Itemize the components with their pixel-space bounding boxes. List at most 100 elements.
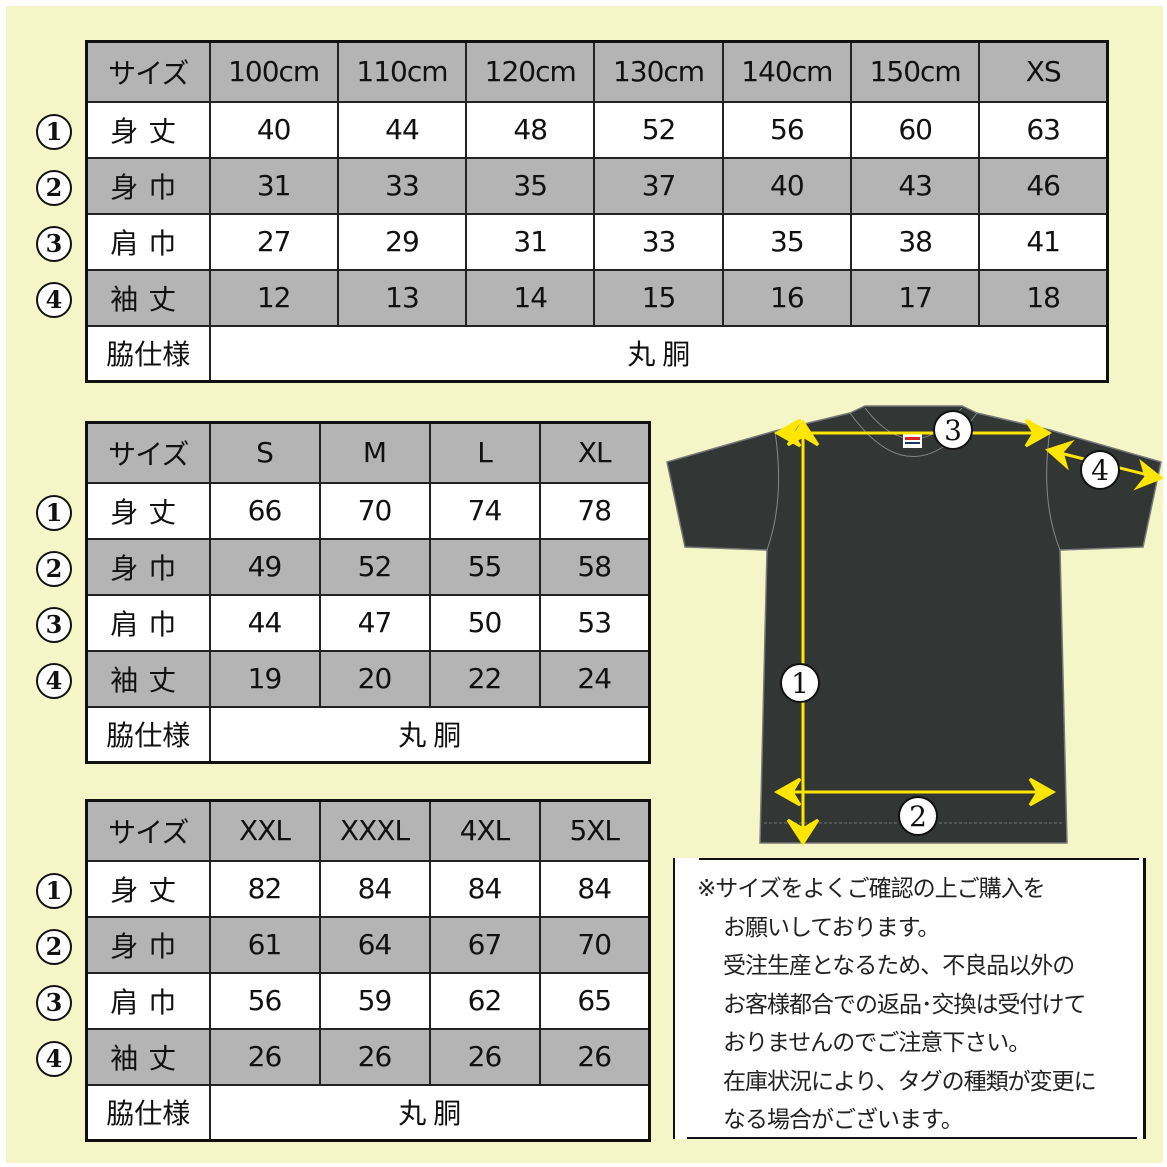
size-column-header: 120cm [465, 40, 596, 103]
measurement-value: 16 [721, 268, 852, 327]
marker-2: 2 [909, 800, 927, 833]
arrow-head-left [1045, 439, 1075, 471]
marker-3-circle [933, 410, 973, 450]
measurement-value: 35 [465, 156, 596, 215]
measurement-value: 62 [428, 971, 541, 1030]
row-number-marker: 3 [36, 985, 72, 1021]
row-number-marker: 1 [36, 873, 72, 909]
measurement-value: 41 [978, 212, 1109, 271]
table-row: 肩巾 27 29 31 33 35 38 41 [85, 212, 1109, 271]
measurement-value: 38 [849, 212, 981, 271]
table-row: 袖丈 12 13 14 15 16 17 18 [85, 268, 1109, 327]
measurement-value: 44 [208, 593, 321, 652]
side-spec-value: 丸 胴 [208, 324, 1109, 383]
measurement-value: 59 [318, 971, 431, 1030]
marker-4-circle [1080, 450, 1120, 490]
arrow-head-right [1133, 458, 1164, 491]
measurement-value: 82 [208, 859, 321, 918]
size-column-header: 130cm [593, 40, 724, 103]
footer-row: 脇仕様丸 胴 [85, 705, 651, 764]
measurement-label: 身巾 [85, 156, 211, 215]
table-row: 肩巾 44 47 50 53 [85, 593, 651, 652]
measurement-value: 40 [208, 100, 339, 159]
measurement-value: 13 [336, 268, 468, 327]
measurement-value: 15 [593, 268, 724, 327]
arrow-head-left [773, 418, 802, 448]
header-row: サイズ XXL XXXL 4XL 5XL [85, 799, 651, 862]
divider [687, 1137, 1137, 1139]
measurement-value: 58 [538, 537, 651, 596]
measurement-value: 49 [208, 537, 321, 596]
header-row: サイズ 100cm 110cm 120cm 130cm 140cm 150cm XS [85, 40, 1109, 103]
side-spec-value: 丸 胴 [208, 1083, 651, 1142]
measurement-value: 20 [318, 649, 431, 708]
size-column-header: S [208, 421, 321, 484]
measurement-value: 29 [336, 212, 468, 271]
measurement-value: 26 [428, 1027, 541, 1086]
row-number-marker: 2 [36, 551, 72, 587]
table-row: 身巾 61 64 67 70 [85, 915, 651, 974]
size-column-header: 100cm [208, 40, 339, 103]
notice-line: 受注生産となるため、不良品以外の [723, 953, 1075, 979]
notice-line: おりませんのでご注意下さい。 [723, 1030, 1031, 1056]
measurement-value: 84 [538, 859, 651, 918]
measurement-value: 47 [318, 593, 431, 652]
marker-1-circle [780, 663, 820, 703]
row-number-marker: 3 [36, 226, 72, 262]
row-number-marker: 2 [36, 929, 72, 965]
row-number-marker: 2 [36, 170, 72, 206]
measurement-value: 44 [336, 100, 468, 159]
notice-text: ※サイズをよくご確認の上ご購入をお願いしております。受注生産となるため、不良品以… [697, 870, 1097, 1140]
measurement-label: 身丈 [85, 100, 211, 159]
measurement-value: 67 [428, 915, 541, 974]
side-spec-label: 脇仕様 [85, 705, 211, 764]
footer-row: 脇仕様丸 胴 [85, 1083, 651, 1142]
measurement-value: 84 [428, 859, 541, 918]
measurement-label: 袖丈 [85, 649, 211, 708]
measurement-value: 64 [318, 915, 431, 974]
measurement-label: 身丈 [85, 481, 211, 540]
measurement-value: 26 [208, 1027, 321, 1086]
size-column-header: 150cm [849, 40, 981, 103]
measurement-value: 66 [208, 481, 321, 540]
notice-line: お客様都合での返品･交換は受付けて [723, 991, 1086, 1018]
arrow-head-right [1028, 777, 1057, 807]
measurement-value: 37 [593, 156, 724, 215]
measurement-value: 84 [318, 859, 431, 918]
notice-line: お願いしております。 [723, 914, 940, 941]
measurement-value: 17 [849, 268, 981, 327]
side-spec-value: 丸 胴 [208, 705, 651, 764]
table-row: 身丈 66 70 74 78 [85, 481, 651, 540]
size-column-header: XXXL [318, 799, 431, 862]
measurement-value: 60 [849, 100, 981, 159]
measurement-value: 46 [978, 156, 1109, 215]
measurement-value: 70 [318, 481, 431, 540]
size-column-header: L [428, 421, 541, 484]
size-header-label: サイズ [85, 40, 211, 103]
measurement-label: 肩巾 [85, 593, 211, 652]
notice-line: なる場合がございます。 [723, 1107, 964, 1133]
measurement-value: 31 [208, 156, 339, 215]
notice-line: 在庫状況により、タグの種類が変更に [723, 1068, 1097, 1095]
size-column-header: XXL [208, 799, 321, 862]
size-column-header: 110cm [336, 40, 468, 103]
measurement-value: 56 [721, 100, 852, 159]
table-row: 身丈 40 44 48 52 56 60 63 [85, 100, 1109, 159]
size-column-header: 5XL [538, 799, 651, 862]
measurement-value: 35 [721, 212, 852, 271]
size-header-label: サイズ [85, 799, 211, 862]
header-row: サイズ S M L XL [85, 421, 651, 484]
size-column-header: M [318, 421, 431, 484]
measurement-value: 22 [428, 649, 541, 708]
notice-line: ※サイズをよくご確認の上ご購入を [697, 876, 1046, 902]
notice-box: ※サイズをよくご確認の上ご購入をお願いしております。受注生産となるため、不良品以… [673, 858, 1146, 1139]
arrow-head-left [773, 777, 802, 807]
marker-4: 4 [1091, 454, 1109, 487]
left-sleeve-seam [766, 430, 780, 551]
table-row: 身巾 31 33 35 37 40 43 46 [85, 156, 1109, 215]
measurement-value: 26 [318, 1027, 431, 1086]
measurement-value: 33 [593, 212, 724, 271]
measurement-value: 48 [465, 100, 596, 159]
measurement-label: 身巾 [85, 537, 211, 596]
divider [699, 858, 1139, 860]
